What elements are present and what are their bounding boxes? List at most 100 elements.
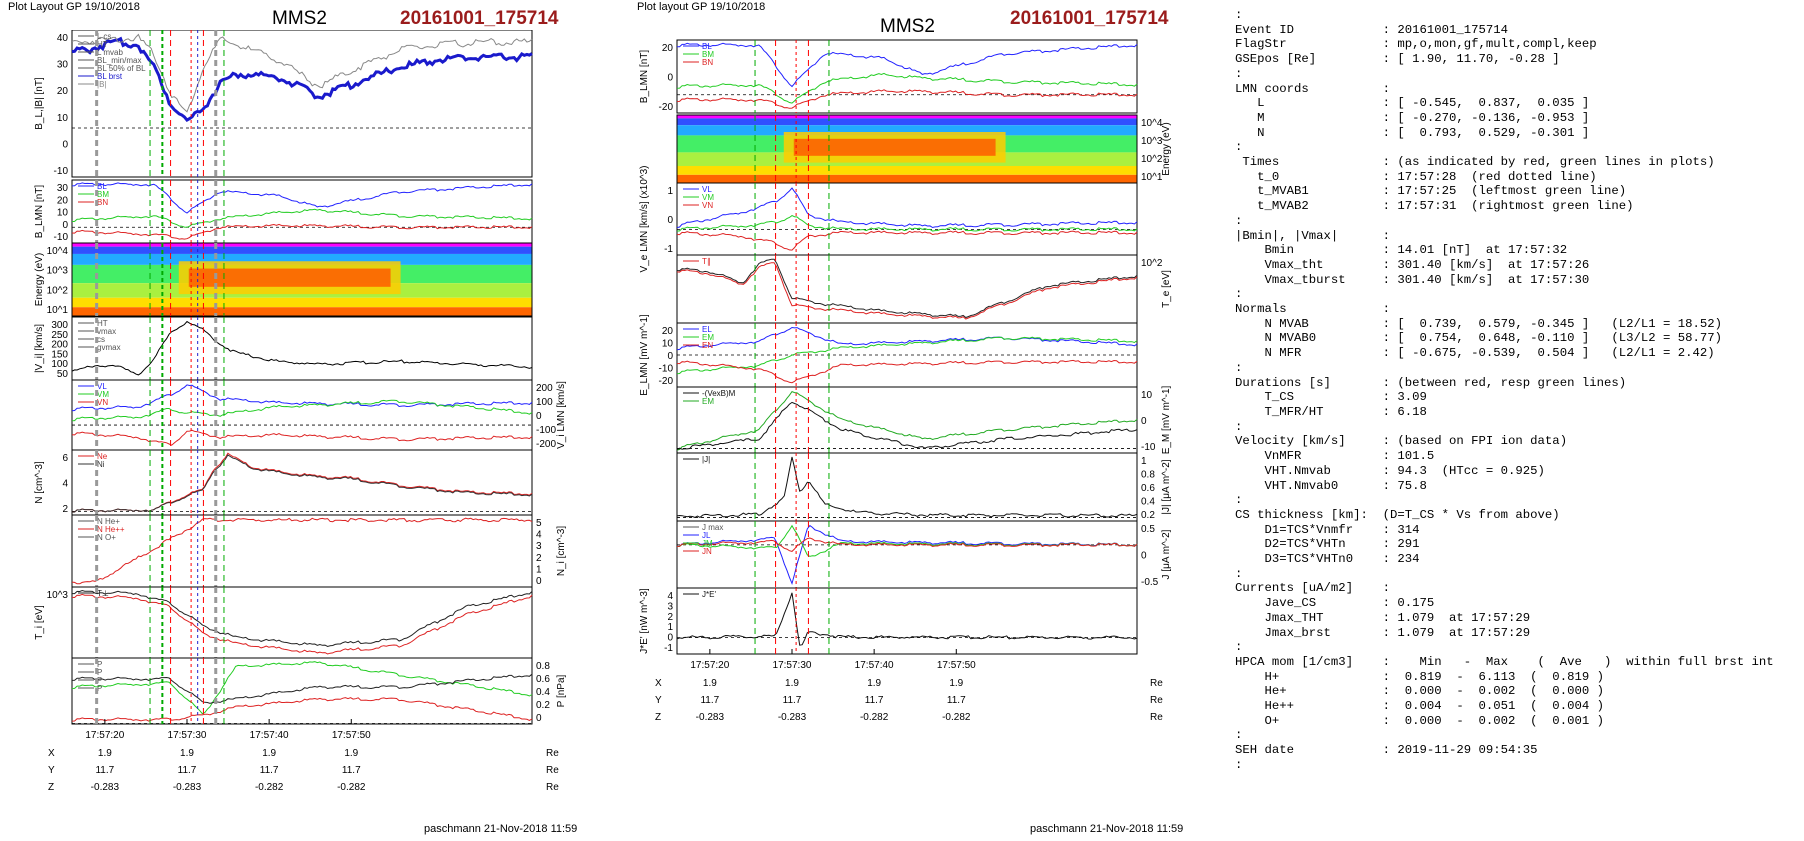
y-tick-label: 4 xyxy=(62,479,68,490)
legend-label: BL_min/max xyxy=(97,56,141,65)
y-tick-label: -200 xyxy=(536,439,556,450)
info-line: SEH date : 2019-11-29 09:54:35 xyxy=(1235,743,1538,758)
legend-label: N He+ xyxy=(97,517,120,526)
spectrogram-band xyxy=(72,253,532,265)
y-tick-label: 0 xyxy=(536,411,542,422)
coord-value: -0.282 xyxy=(255,782,284,793)
y-tick-label: 10 xyxy=(57,208,69,219)
info-line: N MVAB0 : [ 0.754, 0.648, -0.110 ] (L3/L… xyxy=(1235,331,1723,346)
coord-value: 1.9 xyxy=(949,678,963,689)
info-line: VnMFR : 101.5 xyxy=(1235,449,1435,464)
legend-label: JL xyxy=(702,531,711,540)
info-line: : xyxy=(1235,360,1243,375)
coord-value: 11.7 xyxy=(95,765,114,776)
series-ne xyxy=(71,452,533,513)
y-tick-label: 200 xyxy=(51,340,68,351)
coord-value: 11.7 xyxy=(178,765,197,776)
spectrogram-band xyxy=(677,174,1137,183)
coord-value: 1.9 xyxy=(180,748,194,759)
y-axis-label: |V_i| [km/s] xyxy=(34,324,45,373)
info-line: : xyxy=(1235,8,1243,22)
info-line: : xyxy=(1235,140,1243,155)
info-line: M : [ -0.270, -0.136, -0.953 ] xyxy=(1235,110,1590,125)
y-tick-label: 0 xyxy=(62,220,68,231)
coord-value: -0.283 xyxy=(778,712,807,723)
y-tick-label: 3 xyxy=(536,541,542,552)
y-tick-label: -0.5 xyxy=(1141,577,1159,588)
legend-label: BM xyxy=(97,190,109,199)
y-axis-label: Energy (eV) xyxy=(34,253,45,306)
coord-axis-label: Y xyxy=(48,765,55,776)
legend-label: EM xyxy=(702,333,714,342)
y-axis-label: T_e [eV] xyxy=(1161,270,1172,308)
legend-label: P xyxy=(97,676,102,685)
series-en xyxy=(676,359,1138,384)
info-line: VHT.Nmvab0 : 75.8 xyxy=(1235,478,1427,493)
y-tick-label: 1 xyxy=(667,186,673,197)
y-axis-label: V_e LMN [km/s] (x10^3) xyxy=(639,166,650,273)
middle-footer: paschmann 21-Nov-2018 11:59 xyxy=(1030,823,1184,835)
series-vm xyxy=(676,215,1138,232)
info-line: Event ID : 20161001_175714 xyxy=(1235,22,1509,37)
coord-value: -0.282 xyxy=(337,782,366,793)
coord-unit: Re xyxy=(546,782,559,793)
panel-frame xyxy=(71,449,533,516)
info-line: T_MFR/HT : 6.18 xyxy=(1235,404,1427,419)
y-axis-label: B_LMN [nT] xyxy=(639,50,650,104)
coord-axis-label: Y xyxy=(655,695,662,706)
y-tick-label: 0 xyxy=(62,139,68,150)
panel-frame xyxy=(676,452,1138,522)
info-line: N : [ 0.793, 0.529, -0.301 ] xyxy=(1235,125,1590,140)
coord-value: 1.9 xyxy=(262,748,276,759)
series-bm xyxy=(676,72,1138,104)
info-line: : xyxy=(1235,640,1243,655)
info-line: t_MVAB1 : 17:57:25 (leftmost green line) xyxy=(1235,184,1627,199)
y-tick-label: 2 xyxy=(667,612,673,623)
coord-value: 11.7 xyxy=(342,765,361,776)
spectrogram-band xyxy=(72,307,532,316)
series-em xyxy=(676,390,1138,451)
y-tick-label: 0 xyxy=(536,713,542,724)
legend-label: BL xyxy=(97,182,107,191)
left-event-id: 20161001_175714 xyxy=(400,8,559,29)
y-axis-label: E_M [mV m^-1] xyxy=(1161,385,1172,454)
y-tick-label: 1 xyxy=(536,564,542,575)
legend-label: BN xyxy=(702,58,713,67)
spectrogram-band xyxy=(677,166,1137,175)
info-line: N MVAB : [ 0.739, 0.579, -0.345 ] (L2/L1… xyxy=(1235,316,1723,331)
y-tick-label: 10 xyxy=(662,339,674,350)
y-tick-label: -10 xyxy=(1141,442,1156,453)
coord-value: 1.9 xyxy=(785,678,799,689)
left-plot-header: Plot Layout GP 19/10/2018 xyxy=(8,1,140,13)
info-line: Jave_CS : 0.175 xyxy=(1235,596,1435,611)
x-tick-label: 17:57:40 xyxy=(250,730,289,741)
y-tick-label: 250 xyxy=(51,330,68,341)
info-line: t_0 : 17:57:28 (red dotted line) xyxy=(1235,169,1597,184)
middle-plot-header: Plot layout GP 19/10/2018 xyxy=(637,1,766,13)
y-tick-label: 300 xyxy=(51,320,68,331)
series-jl xyxy=(676,524,1138,586)
info-line: : xyxy=(1235,566,1243,581)
panel-frame xyxy=(71,316,533,381)
y-axis-label: J [μA m^-2] xyxy=(1161,529,1172,579)
info-line: HPCA mom [1/cm3] : Min - Max ( Ave ) wit… xyxy=(1235,654,1774,669)
legend-label: HT xyxy=(97,40,108,49)
y-tick-label: 0 xyxy=(667,215,673,226)
legend-label: P xyxy=(97,660,102,669)
info-line: D2=TCS*VHTn : 291 xyxy=(1235,537,1420,552)
x-tick-label: 17:57:50 xyxy=(332,730,371,741)
spectrogram-band xyxy=(72,243,532,247)
legend-label: EL xyxy=(702,325,712,334)
series-vn xyxy=(71,429,533,446)
y-tick-label: 0.5 xyxy=(1141,524,1155,535)
coord-value: 1.9 xyxy=(867,678,881,689)
y-tick-label: -100 xyxy=(536,425,556,436)
y-tick-label: -1 xyxy=(664,643,673,654)
series--vi- xyxy=(71,320,533,376)
y-tick-label: 0.2 xyxy=(1141,510,1155,521)
legend-label: JM xyxy=(702,539,713,548)
